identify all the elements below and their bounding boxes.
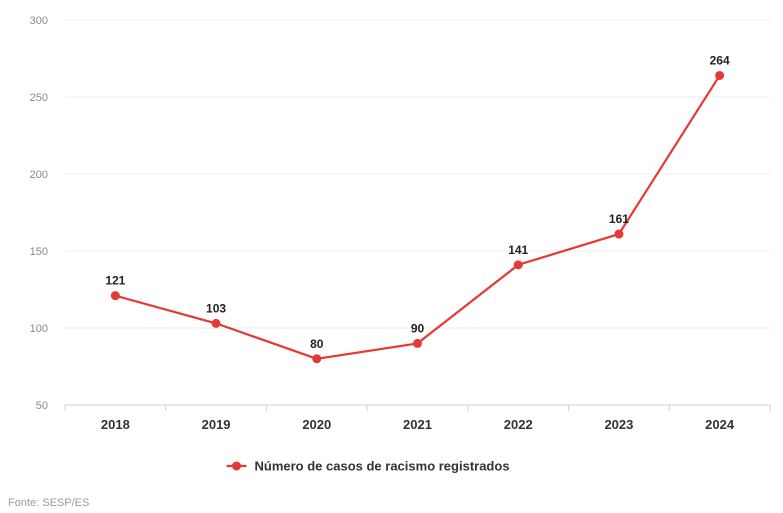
data-label: 264: [710, 53, 730, 67]
data-label: 80: [310, 337, 324, 351]
x-tick-label: 2023: [604, 417, 633, 432]
x-tick-label: 2024: [705, 417, 735, 432]
data-point[interactable]: [513, 260, 523, 270]
y-tick-label: 150: [30, 246, 48, 258]
x-tick-label: 2022: [504, 417, 533, 432]
x-tick-label: 2019: [202, 417, 231, 432]
series-layer: [110, 70, 725, 364]
data-label: 103: [206, 301, 226, 315]
data-label: 141: [508, 243, 528, 257]
data-point[interactable]: [110, 291, 120, 301]
data-point[interactable]: [312, 354, 322, 364]
data-label: 121: [105, 274, 125, 288]
legend: Número de casos de racismo registrados: [226, 459, 510, 474]
x-axis: 2018 2019 2020 2021 2022 2023 2024: [64, 404, 771, 432]
data-label: 90: [411, 321, 425, 335]
data-labels: 121 103 80 90 141 161 264: [105, 53, 730, 350]
series-line: [115, 74, 721, 360]
x-tick-label: 2020: [302, 417, 331, 432]
x-tick-label: 2018: [101, 417, 130, 432]
data-point[interactable]: [715, 70, 725, 80]
data-point[interactable]: [211, 318, 221, 328]
legend-marker-swatch: [232, 461, 241, 471]
data-point[interactable]: [413, 338, 422, 348]
data-label: 161: [609, 212, 629, 226]
y-tick-label: 50: [36, 400, 48, 412]
y-tick-label: 250: [30, 92, 48, 104]
legend-item-label[interactable]: Número de casos de racismo registrados: [255, 459, 510, 474]
y-tick-label: 100: [30, 323, 48, 335]
y-tick-label: 300: [30, 15, 48, 27]
y-axis: 50 100 150 200 250 300: [30, 15, 48, 412]
source-note: Fonte: SESP/ES: [8, 497, 90, 509]
x-tick-label: 2021: [403, 417, 432, 432]
y-tick-label: 200: [30, 169, 48, 181]
data-point[interactable]: [614, 229, 624, 239]
grid-layer: [65, 19, 770, 329]
